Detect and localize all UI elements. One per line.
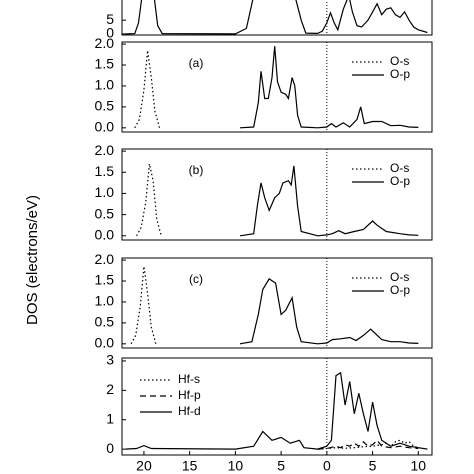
x-tick-label: 5 xyxy=(277,458,285,474)
y-axis-label: DOS (electrons/eV) xyxy=(24,195,41,325)
y-tick-label: 0 xyxy=(106,440,114,456)
plot-frame xyxy=(121,357,433,456)
y-tick-label: 1.5 xyxy=(95,272,115,288)
y-tick-label: 2 xyxy=(106,381,114,397)
y-tick-label: 0.5 xyxy=(95,314,115,330)
y-tick-label: 1 xyxy=(106,410,114,426)
y-tick-label: 5 xyxy=(106,11,114,27)
y-tick-label: 0.0 xyxy=(95,226,115,242)
plot-frame xyxy=(121,41,433,133)
legend-label: Hf-d xyxy=(178,404,201,418)
panel-label: (b) xyxy=(189,163,204,177)
dos-curve xyxy=(130,266,157,345)
x-tick-label: 0 xyxy=(323,458,331,474)
x-tick-label: 15 xyxy=(182,458,198,474)
y-tick-label: 0.5 xyxy=(95,205,115,221)
legend-label: Hf-s xyxy=(178,372,200,386)
dos-curve xyxy=(239,278,419,345)
panel-label: (a) xyxy=(189,56,204,70)
plot-frame xyxy=(121,148,433,241)
dos-curve xyxy=(239,46,419,129)
y-tick-label: 0.5 xyxy=(95,98,115,114)
y-tick-label: 2.0 xyxy=(95,142,115,158)
legend-label: O-s xyxy=(390,54,409,68)
y-tick-label: 0.0 xyxy=(95,119,115,135)
x-tick-label: 10 xyxy=(410,458,426,474)
y-tick-label: 0.0 xyxy=(95,335,115,351)
x-tick-label: 10 xyxy=(228,458,244,474)
panel-label: (c) xyxy=(189,272,203,286)
y-tick-label: 3 xyxy=(106,352,114,368)
y-tick-label: 1.5 xyxy=(95,56,115,72)
legend-label: O-p xyxy=(390,174,410,188)
dos-curve xyxy=(134,50,161,129)
legend-label: Hf-p xyxy=(178,388,201,402)
plot-frame xyxy=(121,257,433,349)
y-tick-label: 1.0 xyxy=(95,77,115,93)
legend-label: O-p xyxy=(390,283,410,297)
dos-curve xyxy=(317,439,419,450)
legend-label: O-p xyxy=(390,67,410,81)
plot-frame xyxy=(121,0,433,36)
dos-curve xyxy=(239,165,419,237)
y-tick-label: 2.0 xyxy=(95,35,115,51)
y-tick-label: 1.0 xyxy=(95,184,115,200)
y-tick-label: 1.5 xyxy=(95,163,115,179)
y-tick-label: 1.0 xyxy=(95,293,115,309)
legend-label: O-s xyxy=(390,270,409,284)
dos-curve xyxy=(125,371,428,450)
x-tick-label: 20 xyxy=(136,458,152,474)
y-tick-label: 0 xyxy=(106,25,114,41)
dos-curve xyxy=(125,0,428,35)
y-tick-label: 2.0 xyxy=(95,251,115,267)
dos-curve xyxy=(136,163,162,237)
legend-label: O-s xyxy=(390,161,409,175)
x-tick-label: 5 xyxy=(369,458,377,474)
